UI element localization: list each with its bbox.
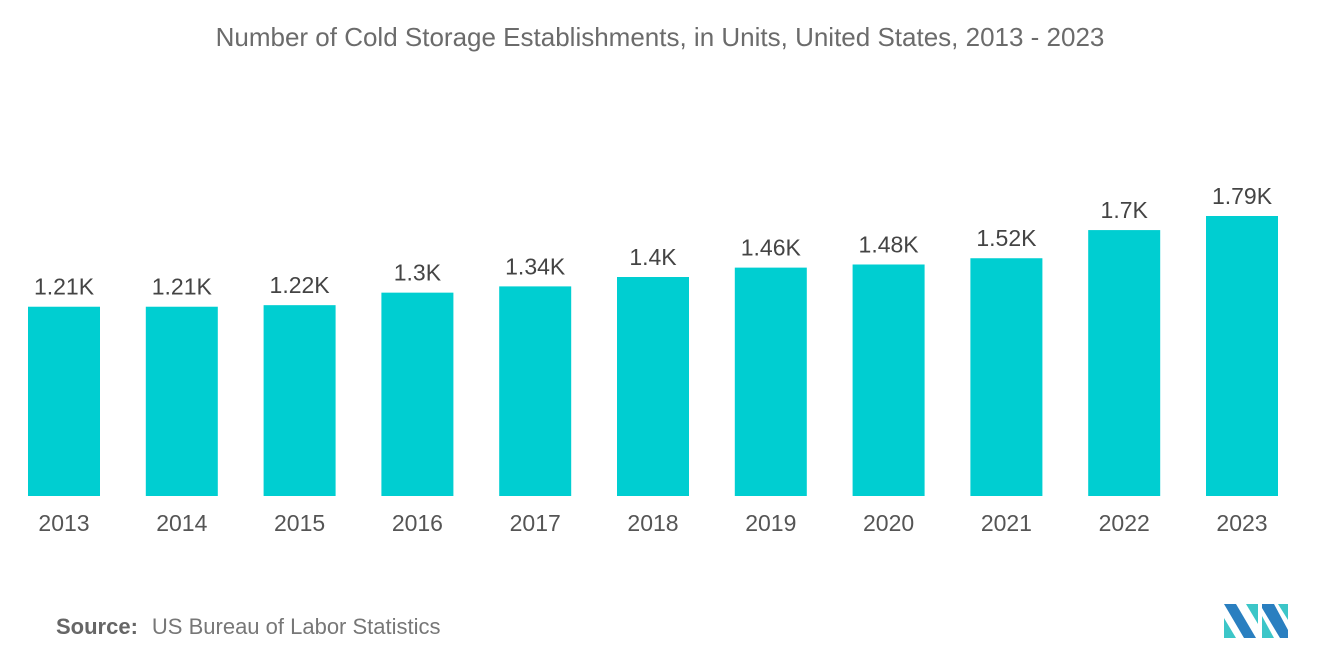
data-label: 1.34K [505, 253, 566, 279]
bar-2019 [734, 267, 807, 496]
data-label: 1.4K [629, 244, 677, 270]
data-label: 1.7K [1101, 197, 1149, 223]
bar-2017 [499, 286, 572, 496]
bar-2015 [263, 305, 336, 496]
x-tick-label: 2014 [156, 510, 207, 536]
data-label: 1.46K [741, 235, 802, 261]
x-tick-label: 2023 [1216, 510, 1267, 536]
x-tick-label: 2015 [274, 510, 325, 536]
bar-2013 [28, 306, 100, 496]
data-label: 1.52K [976, 225, 1037, 251]
data-label: 1.22K [270, 272, 331, 298]
x-tick-label: 2019 [745, 510, 796, 536]
data-label: 1.48K [859, 231, 920, 257]
bar-2020 [852, 264, 925, 496]
x-tick-label: 2020 [863, 510, 914, 536]
bar-2016 [381, 292, 454, 496]
data-label: 1.79K [1212, 183, 1273, 209]
source-text: US Bureau of Labor Statistics [151, 614, 441, 639]
source-label: Source: [56, 614, 138, 639]
x-tick-label: 2018 [627, 510, 678, 536]
data-label: 1.21K [34, 274, 95, 300]
bar-2021 [970, 258, 1043, 496]
x-tick-label: 2013 [38, 510, 89, 536]
x-tick-label: 2016 [392, 510, 443, 536]
x-tick-label: 2021 [981, 510, 1032, 536]
x-tick-label: 2017 [510, 510, 561, 536]
x-tick-label: 2022 [1099, 510, 1150, 536]
bar-chart: 1.21K 2013 1.21K 2014 1.22K 2015 1.3K 2016 1.34K… [28, 183, 1278, 536]
data-label: 1.3K [394, 260, 442, 286]
source-note: Source: US Bureau of Labor Statistics [56, 614, 441, 640]
chart-title: Number of Cold Storage Establishments, i… [215, 22, 1105, 52]
bar-2023 [1206, 216, 1278, 496]
data-label: 1.21K [152, 274, 213, 300]
bar-2014 [145, 306, 218, 496]
bar-2022 [1088, 230, 1161, 496]
bar-2018 [617, 277, 689, 496]
brand-logo-icon [1224, 604, 1288, 638]
